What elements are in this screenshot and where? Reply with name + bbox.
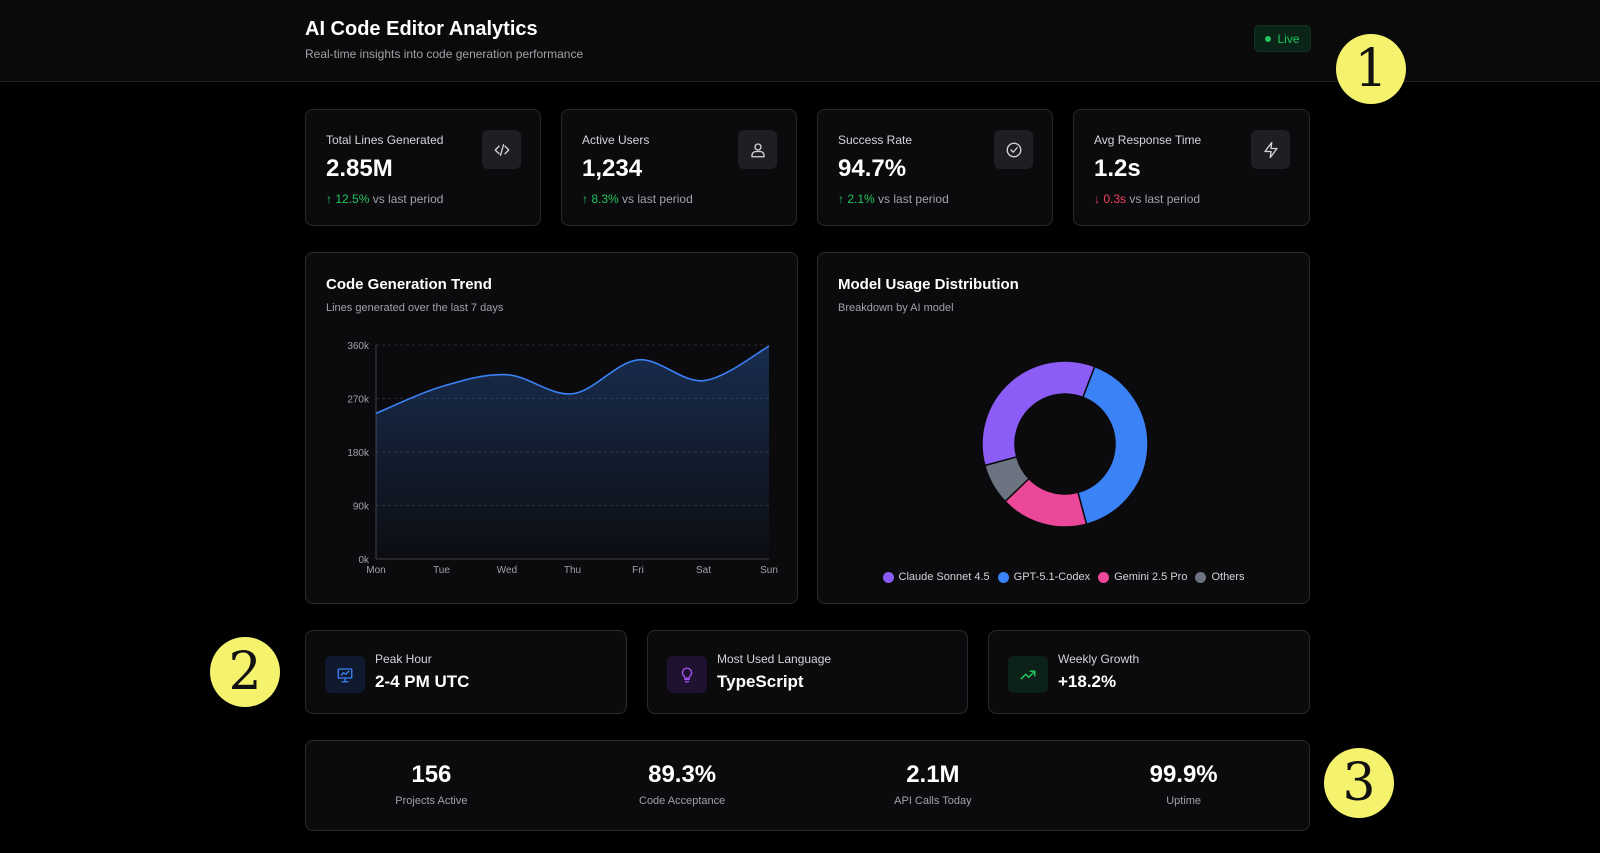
model-usage-title: Model Usage Distribution xyxy=(838,276,1019,293)
donut-slice xyxy=(1077,365,1149,526)
page-title: AI Code Editor Analytics xyxy=(305,18,538,40)
trend-chart: 0k 90k 180k 270k 360k Mon Tue Wed Thu Fri Sat Sun xyxy=(347,341,778,576)
model-usage-subtitle: Breakdown by AI model xyxy=(838,302,954,314)
model-usage-panel: Model Usage Distribution Breakdown by AI… xyxy=(817,252,1310,604)
stat-card-avg-response: Avg Response Time 1.2s ↓ 0.3s vs last pe… xyxy=(1073,109,1310,226)
header-bar: AI Code Editor Analytics Real-time insig… xyxy=(0,0,1600,82)
stat-change: ↑ 8.3% vs last period xyxy=(582,192,693,206)
x-tick-label: Thu xyxy=(564,565,581,576)
live-label: Live xyxy=(1277,31,1300,46)
check-circle-icon xyxy=(994,130,1033,169)
stat-card-success-rate: Success Rate 94.7% ↑ 2.1% vs last period xyxy=(817,109,1053,226)
stat-card-active-users: Active Users 1,234 ↑ 8.3% vs last period xyxy=(561,109,797,226)
bolt-icon xyxy=(1251,130,1290,169)
x-tick-label: Sat xyxy=(696,565,711,576)
x-tick-label: Fri xyxy=(632,565,644,576)
trend-area-fill xyxy=(376,346,769,559)
summary-label: API Calls Today xyxy=(894,795,972,807)
stat-change: ↓ 0.3s vs last period xyxy=(1094,192,1201,206)
stat-card-total-lines: Total Lines Generated 2.85M ↑ 12.5% vs l… xyxy=(305,109,541,226)
users-icon xyxy=(738,130,777,169)
info-card-language: Most Used Language TypeScript xyxy=(647,630,968,714)
summary-api-calls: 2.1M API Calls Today xyxy=(808,741,1059,830)
live-status-badge: Live xyxy=(1254,25,1311,52)
info-card-peak-hour: Peak Hour 2-4 PM UTC xyxy=(305,630,627,714)
info-label: Weekly Growth xyxy=(1058,652,1140,666)
stat-label: Avg Response Time xyxy=(1094,133,1202,147)
summary-value: 99.9% xyxy=(1149,761,1218,788)
trend-chart-panel: Code Generation Trend Lines generated ov… xyxy=(305,252,798,604)
summary-label: Uptime xyxy=(1166,795,1202,807)
stat-label: Active Users xyxy=(582,133,650,147)
stat-label: Success Rate xyxy=(838,133,913,147)
legend-swatch xyxy=(882,571,894,583)
y-tick-label: 0k xyxy=(358,555,370,566)
trend-line xyxy=(375,345,770,415)
code-icon xyxy=(482,130,521,169)
y-tick-label: 90k xyxy=(353,502,370,513)
legend-swatch xyxy=(1195,571,1207,583)
info-card-weekly-growth: Weekly Growth +18.2% xyxy=(988,630,1310,714)
donut-slice xyxy=(981,360,1096,467)
info-value: 2-4 PM UTC xyxy=(375,672,470,691)
donut-slice xyxy=(983,456,1030,503)
legend-item: Claude Sonnet 4.5 xyxy=(882,571,990,583)
stat-change: ↑ 12.5% vs last period xyxy=(326,192,444,206)
y-tick-label: 270k xyxy=(347,395,370,406)
y-tick-label: 180k xyxy=(347,448,370,459)
stat-value: 1.2s xyxy=(1094,155,1141,182)
legend-item: Others xyxy=(1195,571,1244,583)
summary-strip: 156 Projects Active 89.3% Code Acceptanc… xyxy=(305,740,1310,831)
trend-chart-title: Code Generation Trend xyxy=(326,276,492,293)
trending-up-icon xyxy=(1008,656,1048,693)
legend-item: GPT-5.1-Codex xyxy=(997,571,1091,583)
legend-swatch xyxy=(997,571,1009,583)
summary-value: 89.3% xyxy=(648,761,717,788)
page-subtitle: Real-time insights into code generation … xyxy=(305,47,584,61)
presentation-chart-icon xyxy=(325,656,365,693)
annotation-badge-1: 1 xyxy=(1336,34,1406,104)
y-tick-label: 360k xyxy=(347,341,370,352)
info-value: +18.2% xyxy=(1058,672,1117,691)
x-tick-label: Wed xyxy=(497,565,517,576)
summary-label: Projects Active xyxy=(395,795,468,807)
legend-label: Others xyxy=(1211,571,1245,583)
stat-value: 2.85M xyxy=(326,155,393,182)
summary-value: 156 xyxy=(411,761,452,788)
legend-label: Claude Sonnet 4.5 xyxy=(898,571,990,583)
summary-projects: 156 Projects Active xyxy=(306,741,557,830)
stat-change: ↑ 2.1% vs last period xyxy=(838,192,949,206)
summary-label: Code Acceptance xyxy=(639,795,726,807)
trend-chart-subtitle: Lines generated over the last 7 days xyxy=(326,302,504,314)
stat-label: Total Lines Generated xyxy=(326,133,444,147)
info-label: Most Used Language xyxy=(717,652,832,666)
x-tick-label: Tue xyxy=(433,565,450,576)
model-usage-donut xyxy=(981,360,1149,528)
summary-acceptance: 89.3% Code Acceptance xyxy=(557,741,808,830)
info-label: Peak Hour xyxy=(375,652,432,666)
annotation-badge-3: 3 xyxy=(1324,748,1394,818)
annotation-badge-2: 2 xyxy=(210,637,280,707)
donut-legend: Claude Sonnet 4.5 GPT-5.1-Codex Gemini 2.5… xyxy=(818,571,1309,583)
stat-value: 1,234 xyxy=(582,155,643,182)
x-tick-label: Sun xyxy=(760,565,778,576)
lightbulb-icon xyxy=(667,656,707,693)
stat-value: 94.7% xyxy=(838,155,907,182)
summary-uptime: 99.9% Uptime xyxy=(1058,741,1309,830)
legend-label: GPT-5.1-Codex xyxy=(1013,571,1091,583)
live-dot-icon xyxy=(1265,35,1272,42)
legend-item: Gemini 2.5 Pro xyxy=(1098,571,1187,583)
x-tick-label: Mon xyxy=(366,565,385,576)
legend-swatch xyxy=(1098,571,1110,583)
legend-label: Gemini 2.5 Pro xyxy=(1114,571,1188,583)
summary-value: 2.1M xyxy=(906,761,960,788)
info-value: TypeScript xyxy=(717,672,804,691)
